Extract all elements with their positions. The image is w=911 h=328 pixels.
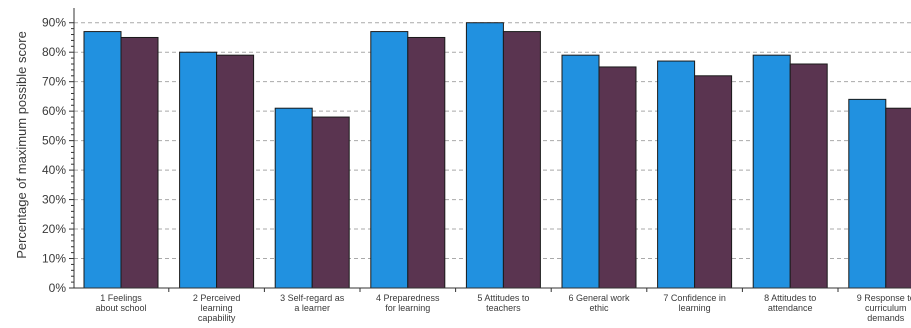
- category-label-line: 5 Attitudes to: [477, 293, 529, 303]
- bar-2-series-2: [216, 54, 255, 289]
- bar-6-series-2: [598, 66, 637, 289]
- bar-1-series-2: [120, 36, 159, 289]
- category-label-line: demands: [867, 313, 905, 323]
- category-label-line: for learning: [385, 303, 430, 313]
- category-label: 7 Confidence in learning: [663, 293, 726, 313]
- bar-3-series-2: [311, 116, 350, 289]
- y-tick-label: 40%: [42, 163, 66, 177]
- category-label-line: 4 Preparedness: [376, 293, 440, 303]
- axes: [69, 8, 911, 292]
- y-tick-label: 60%: [42, 104, 66, 118]
- y-tick-label: 30%: [42, 193, 66, 207]
- bar-6-series-1: [561, 54, 600, 289]
- category-label: 9 Response to curriculum demands: [857, 293, 911, 323]
- category-label: 1 Feelings about school: [95, 293, 146, 313]
- y-tick-label: 50%: [42, 134, 66, 148]
- category-label: 8 Attitudes to attendance: [764, 293, 816, 313]
- category-label-line: a learner: [294, 303, 330, 313]
- category-label-line: teachers: [486, 303, 521, 313]
- category-label-line: 2 Perceived: [193, 293, 241, 303]
- bar-7-series-2: [694, 75, 733, 289]
- y-tick-label: 90%: [42, 16, 66, 30]
- category-label-line: capability: [198, 313, 236, 323]
- category-label: 3 Self-regard as a learner: [280, 293, 345, 313]
- bar-2-series-1: [179, 51, 218, 289]
- y-tick-label: 20%: [42, 222, 66, 236]
- category-label: 4 Preparedness for learning: [376, 293, 440, 313]
- category-label-line: 8 Attitudes to: [764, 293, 816, 303]
- bar-4-series-1: [370, 31, 409, 289]
- bar-9-series-2: [885, 107, 911, 289]
- bar-7-series-1: [657, 60, 696, 289]
- bar-5-series-1: [465, 22, 504, 289]
- category-label: 2 Perceived learning capability: [193, 293, 241, 323]
- category-label-line: 7 Confidence in: [663, 293, 726, 303]
- bar-5-series-2: [502, 31, 541, 289]
- bar-8-series-1: [752, 54, 791, 289]
- category-label-line: 9 Response to: [857, 293, 911, 303]
- bar-8-series-2: [789, 63, 828, 289]
- category-label-line: 1 Feelings: [100, 293, 142, 303]
- y-tick-label: 10%: [42, 252, 66, 266]
- bar-1-series-1: [83, 31, 122, 289]
- category-label-line: curriculum: [865, 303, 907, 313]
- y-tick-label: 70%: [42, 75, 66, 89]
- bar-9-series-1: [848, 98, 887, 289]
- bar-4-series-2: [407, 36, 446, 289]
- category-label-line: 3 Self-regard as: [280, 293, 345, 303]
- y-tick-label: 80%: [42, 45, 66, 59]
- category-label-line: attendance: [768, 303, 813, 313]
- category-label: 6 General work ethic: [568, 293, 630, 313]
- category-label-line: 6 General work: [568, 293, 630, 303]
- category-label-line: learning: [679, 303, 711, 313]
- bars: [83, 22, 911, 289]
- category-label-line: about school: [95, 303, 146, 313]
- category-label: 5 Attitudes to teachers: [477, 293, 529, 313]
- category-label-line: ethic: [589, 303, 609, 313]
- bar-3-series-1: [274, 107, 313, 289]
- y-tick-label: 0%: [49, 281, 67, 295]
- labels: 0%10%20%30%40%50%60%70%80%90%1 Feelings a…: [42, 16, 911, 323]
- category-label-line: learning: [201, 303, 233, 313]
- y-axis-title: Percentage of maximum possible score: [14, 31, 29, 259]
